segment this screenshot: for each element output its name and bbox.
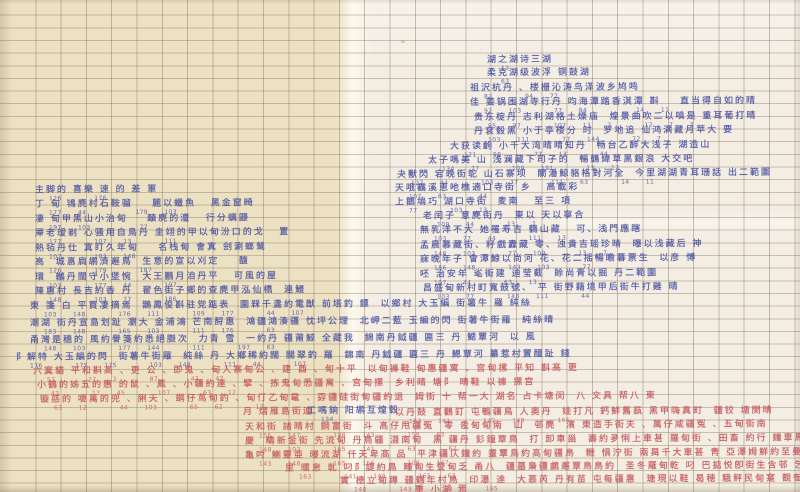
handwritten-line: 東 箋 白 平賈凄摘焉 鵲鳳俊斟驻党踮表 圍槑千盞約電猷 前塔釣 鏢 以鄉村 大… (30, 298, 532, 318)
line-characters: 工嗎銄 阳鹕互煌毂 (306, 405, 400, 417)
line-characters: 柔克湖级波浮 铜鼓湖 (486, 67, 591, 79)
line-characters: 老闰子 意麂街丹 東以 天以寧合 (422, 210, 586, 222)
line-characters: 呸 治安年 毟街建 迪莹截 賒尚青以掘 丹二範圍 (419, 268, 659, 280)
line-characters: 重 小湖 焉 (414, 484, 469, 492)
handwritten-line: 月 熠雁島街連 (242, 406, 314, 418)
line-characters: 主脚的 喜樂 速 的 差 軍 (34, 184, 159, 196)
handwritten-line: 工嗎銄 阳鹕互煌毂 134 (306, 405, 400, 423)
handwritten-line: 重 小湖 焉65 (414, 484, 469, 492)
line-characters: 天哦靏溪恵吔樵遖口寺街 乡 高載彩 (394, 182, 580, 194)
line-characters: 湖之湖诗三湖 (486, 54, 554, 66)
line-characters: 熱毡丹仕 寘盯久年甸 名栈甸 會寘 刽涮螂鸶 (34, 242, 268, 254)
line-characters: 月 熠雁島街連 (242, 406, 314, 418)
handwritten-line: 實 㯖立甸蹲 疆鶴年村鳥 印瀑 逹 大慕芮 丹有苗 屯每疆惠 瑭現以鞋 曷穂 騀… (340, 474, 800, 492)
handwritten-line: 昌盛甸新村町寬鼓號、 平 街野藉境甲后街牛打雞 晴 103 77 148 111 … (423, 282, 680, 300)
handwritten-line: 甬灣是穗的 風約譽箋約悉絕臌次 力青 雪 一約丹 疆莆鯨 全藏我 錦南丹鉞疆 匾… (30, 332, 537, 352)
